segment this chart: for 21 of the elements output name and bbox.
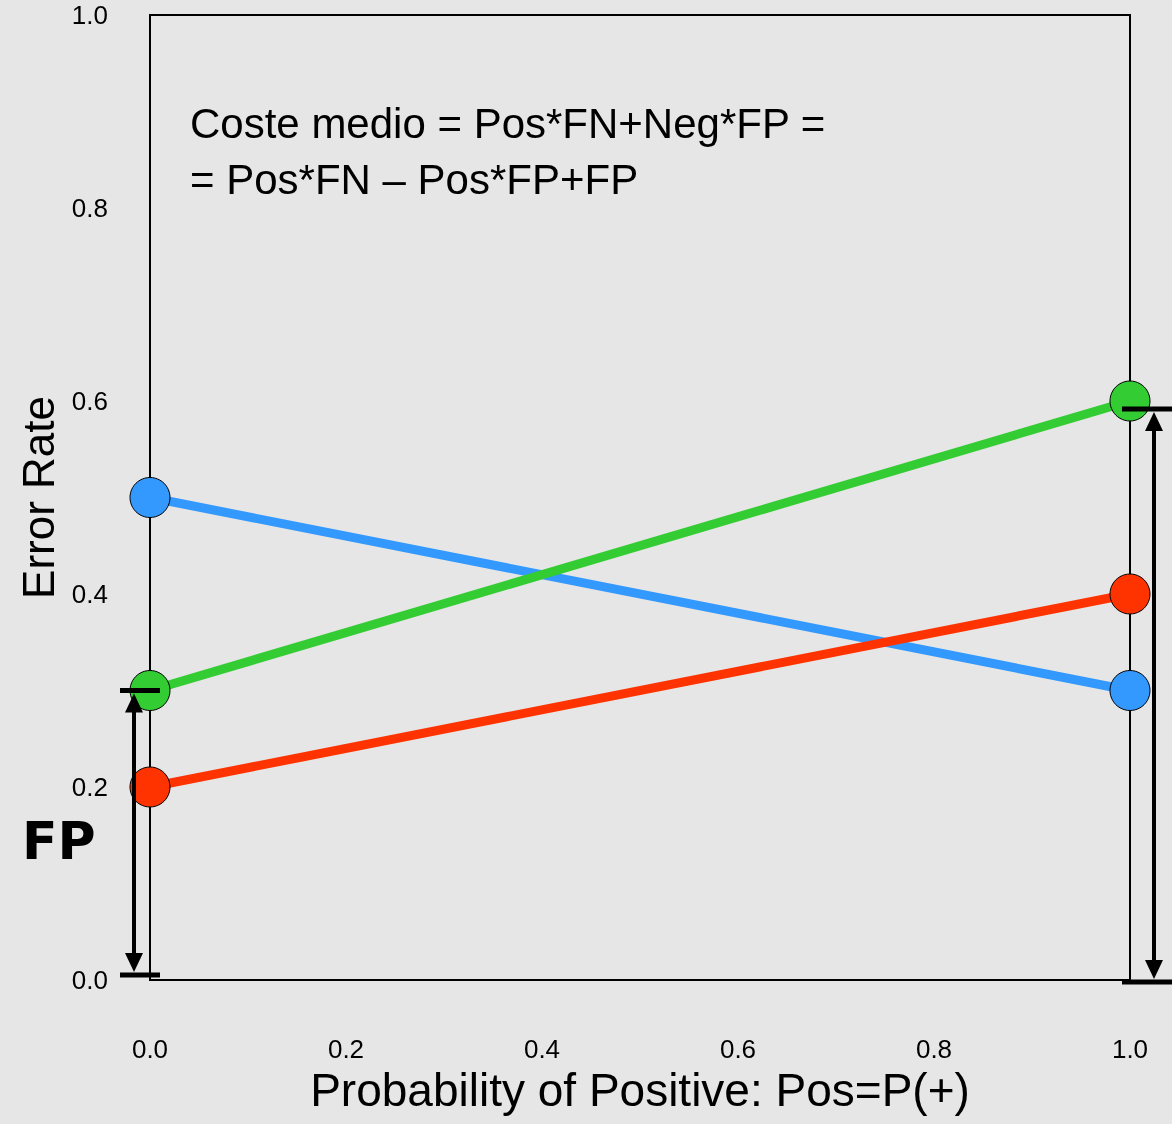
x-tick-label: 0.4 (523, 1034, 561, 1064)
x-tick-label: 0.0 (131, 1034, 169, 1064)
x-tick-label: 0.6 (719, 1034, 757, 1064)
y-tick-label: 0.8 (71, 193, 108, 223)
point (1109, 670, 1151, 711)
y-tick-label: 0.4 (71, 579, 108, 609)
y-tick-label: 1.0 (71, 0, 108, 30)
text: FP (22, 811, 96, 871)
y-tick-label: 0.0 (71, 965, 108, 995)
x-tick-label: 0.8 (915, 1034, 953, 1064)
x-axis-title: Probability of Positive: Pos=P(+) (310, 1063, 970, 1116)
y-tick-label: 0.2 (71, 772, 108, 802)
point (129, 477, 171, 518)
y-axis-title: Error Rate (13, 396, 63, 599)
point (129, 766, 171, 808)
y-tick-label: 0.6 (71, 386, 108, 416)
annotation: Coste medio = Pos*FN+Neg*FP = (190, 99, 826, 147)
x-tick-label: 0.2 (327, 1034, 365, 1064)
x-tick-label: 1.0 (1111, 1034, 1149, 1064)
point (1109, 573, 1151, 615)
annotation: = Pos*FN – Pos*FP+FP (190, 155, 639, 203)
